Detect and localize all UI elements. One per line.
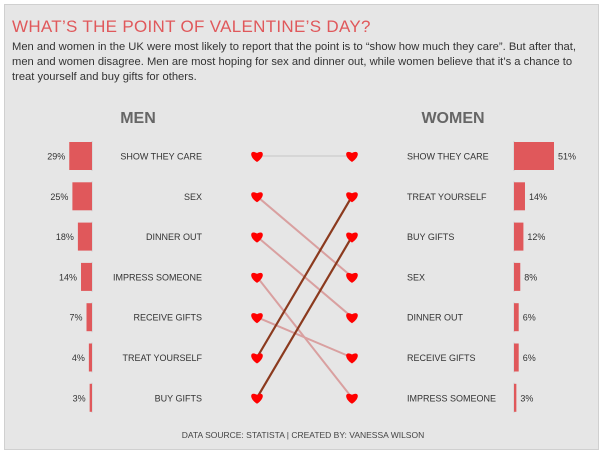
men-value-label: 3% [73, 393, 86, 403]
women-category-label: SEX [407, 272, 425, 282]
chart-panel [4, 4, 599, 450]
footer-credit: DATA SOURCE: STATISTA | CREATED BY: VANE… [182, 430, 424, 440]
women-category-label: SHOW THEY CARE [407, 152, 489, 162]
women-heart-icon [346, 151, 358, 162]
men-heart-icon [251, 232, 263, 243]
women-value-label: 6% [523, 353, 536, 363]
women-bar [514, 343, 519, 372]
women-value-label: 3% [520, 393, 533, 403]
women-bar [514, 383, 517, 412]
women-value-label: 12% [527, 232, 545, 242]
chart-subtitle: Men and women in the UK were most likely… [12, 41, 576, 83]
connector-line [256, 316, 353, 359]
men-category-label: TREAT YOURSELF [122, 353, 202, 363]
connector-line [256, 195, 353, 278]
women-heart-icon [346, 272, 358, 283]
women-bar [514, 303, 519, 332]
women-value-label: 6% [523, 313, 536, 323]
men-value-label: 14% [59, 272, 77, 282]
men-value-label: 29% [47, 152, 65, 162]
women-heart-icon [346, 393, 358, 404]
women-bar [514, 222, 524, 251]
men-category-label: BUY GIFTS [155, 393, 202, 403]
men-heart-icon [251, 393, 263, 404]
men-heart-icon [251, 353, 263, 364]
connector-lines [256, 155, 353, 399]
women-value-label: 8% [524, 272, 537, 282]
women-heart-icon [346, 232, 358, 243]
women-heart-icon [346, 313, 358, 324]
women-category-label: RECEIVE GIFTS [407, 353, 476, 363]
men-heart-icon [251, 313, 263, 324]
men-category-label: IMPRESS SOMEONE [113, 272, 202, 282]
men-value-label: 18% [56, 232, 74, 242]
men-value-label: 7% [69, 313, 82, 323]
men-bar [77, 222, 92, 251]
women-value-label: 14% [529, 192, 547, 202]
men-heart-icon [251, 151, 263, 162]
men-bar [86, 303, 92, 332]
men-value-label: 4% [72, 353, 85, 363]
connector-line [256, 236, 353, 399]
men-heart-icon [251, 192, 263, 203]
women-value-label: 51% [558, 152, 576, 162]
women-category-label: TREAT YOURSELF [407, 192, 487, 202]
men-bar [72, 182, 92, 211]
women-heart-icon [346, 353, 358, 364]
men-header: MEN [120, 110, 156, 127]
chart-title: WHAT’S THE POINT OF VALENTINE’S DAY? [12, 17, 371, 36]
men-bar [88, 343, 92, 372]
men-category-label: RECEIVE GIFTS [133, 313, 202, 323]
women-header: WOMEN [421, 110, 484, 127]
women-bar [514, 142, 554, 170]
women-category-label: IMPRESS SOMEONE [407, 393, 496, 403]
women-heart-icon [346, 192, 358, 203]
men-series: 29% SHOW THEY CARE 25% SEX 18% DINNER OUT 14% I… [47, 141, 263, 413]
men-category-label: SHOW THEY CARE [120, 152, 202, 162]
women-bar [514, 182, 525, 211]
connector-line [256, 195, 353, 359]
men-heart-icon [251, 272, 263, 283]
women-category-label: DINNER OUT [407, 313, 464, 323]
men-bar [89, 383, 92, 412]
women-series: 51% SHOW THEY CARE 14% TREAT YOURSELF 12% BUY… [346, 141, 576, 413]
men-category-label: SEX [184, 192, 202, 202]
women-bar [514, 262, 521, 291]
women-category-label: BUY GIFTS [407, 232, 454, 242]
men-category-label: DINNER OUT [146, 232, 203, 242]
men-value-label: 25% [50, 192, 68, 202]
men-bar [69, 142, 92, 170]
men-bar [81, 262, 92, 291]
